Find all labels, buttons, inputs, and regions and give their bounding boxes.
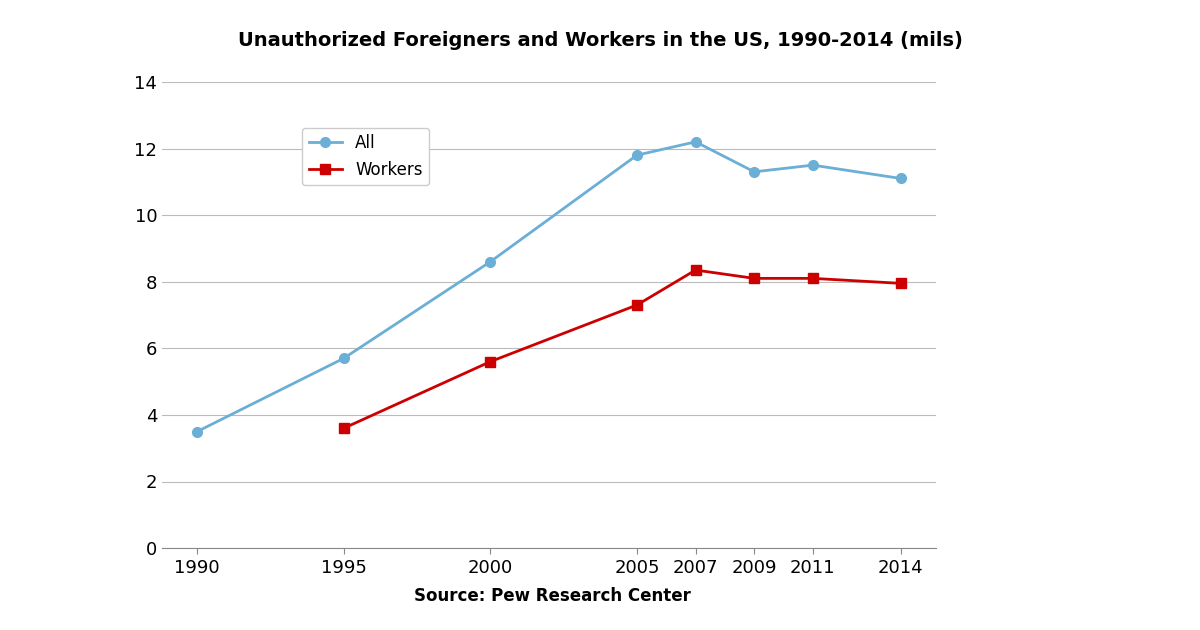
Text: Unauthorized Foreigners and Workers in the US, 1990-2014 (mils): Unauthorized Foreigners and Workers in t… bbox=[238, 32, 962, 50]
Text: Source: Pew Research Center: Source: Pew Research Center bbox=[414, 587, 690, 605]
All bbox=[190, 428, 204, 435]
Workers bbox=[484, 358, 498, 365]
Workers bbox=[805, 275, 820, 282]
All bbox=[894, 175, 908, 182]
All bbox=[484, 258, 498, 265]
Workers bbox=[748, 275, 762, 282]
Workers bbox=[336, 425, 350, 432]
Line: All: All bbox=[192, 137, 906, 437]
Workers bbox=[689, 266, 703, 274]
Legend: All, Workers: All, Workers bbox=[302, 127, 430, 185]
All bbox=[748, 168, 762, 176]
All bbox=[336, 355, 350, 362]
Line: Workers: Workers bbox=[338, 265, 906, 433]
All bbox=[689, 138, 703, 146]
All bbox=[805, 161, 820, 169]
All bbox=[630, 151, 644, 159]
Workers bbox=[630, 301, 644, 309]
Workers bbox=[894, 280, 908, 287]
